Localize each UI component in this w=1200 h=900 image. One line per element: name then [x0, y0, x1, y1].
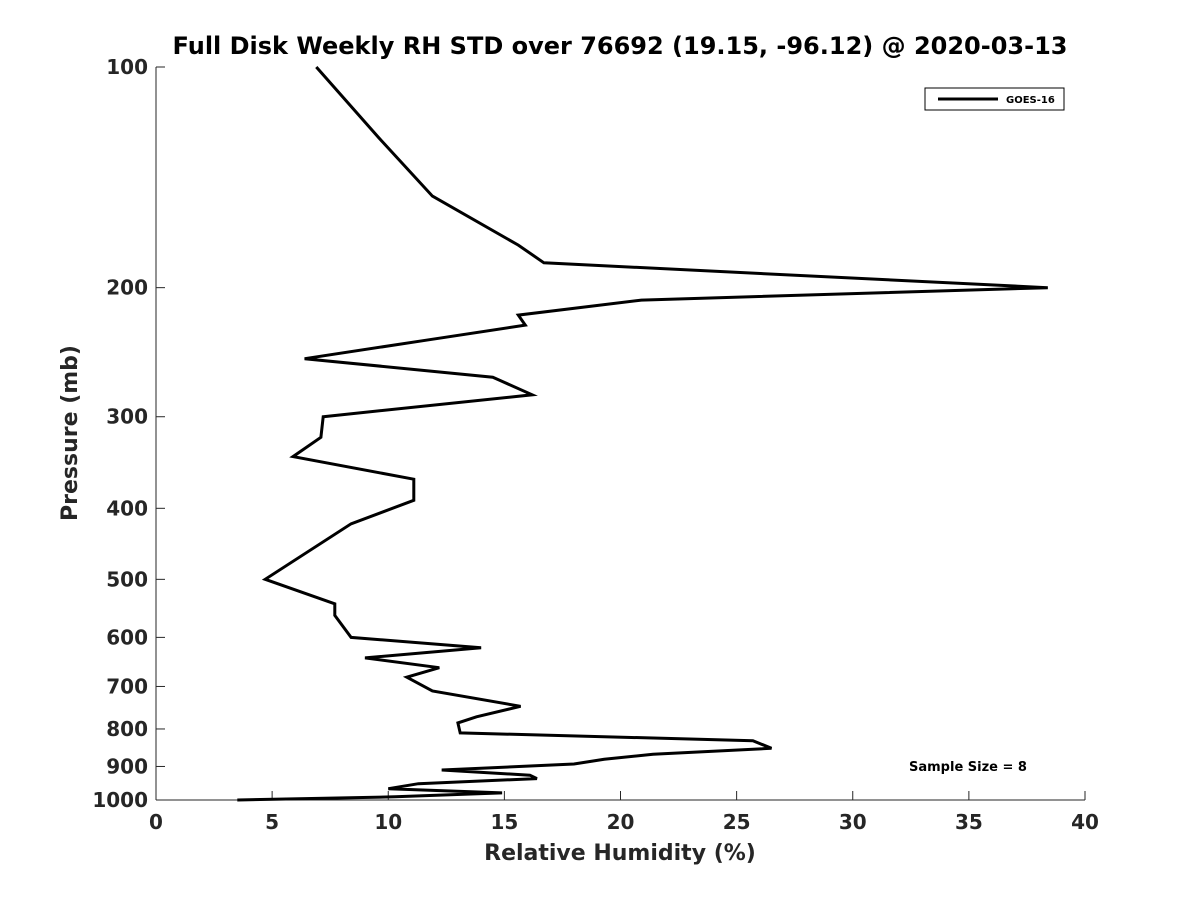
y-tick-label: 500 — [106, 567, 148, 591]
x-axis-ticks: 0 5 10 15 20 25 30 35 40 — [149, 791, 1099, 834]
legend-entry-goes-16: GOES-16 — [1006, 95, 1055, 106]
axes — [155, 67, 1085, 801]
y-tick-label: 100 — [106, 55, 148, 79]
x-tick-label: 5 — [265, 810, 279, 834]
x-tick-label: 30 — [839, 810, 867, 834]
y-tick-label: 200 — [106, 276, 148, 300]
y-tick-label: 600 — [106, 625, 148, 649]
chart-title: Full Disk Weekly RH STD over 76692 (19.1… — [173, 32, 1068, 60]
x-tick-label: 15 — [490, 810, 518, 834]
legend: GOES-16 — [924, 87, 1065, 111]
x-tick-label: 40 — [1071, 810, 1099, 834]
x-tick-label: 25 — [723, 810, 751, 834]
x-tick-label: 10 — [374, 810, 402, 834]
y-tick-label: 700 — [106, 674, 148, 698]
y-axis-ticks: 100 200 300 400 500 600 700 800 900 1000 — [92, 55, 165, 812]
series-line-goes-16 — [237, 66, 1048, 802]
y-tick-label: 400 — [106, 496, 148, 520]
y-tick-label: 800 — [106, 717, 148, 741]
y-tick-label: 300 — [106, 405, 148, 429]
x-axis-label: Relative Humidity (%) — [484, 841, 756, 866]
y-axis-label: Pressure (mb) — [58, 345, 83, 521]
x-tick-label: 0 — [149, 810, 163, 834]
sample-size-annotation: Sample Size = 8 — [909, 760, 1027, 775]
x-tick-label: 35 — [955, 810, 983, 834]
y-tick-label: 900 — [106, 754, 148, 778]
x-tick-label: 20 — [607, 810, 635, 834]
y-tick-label: 1000 — [92, 788, 148, 812]
